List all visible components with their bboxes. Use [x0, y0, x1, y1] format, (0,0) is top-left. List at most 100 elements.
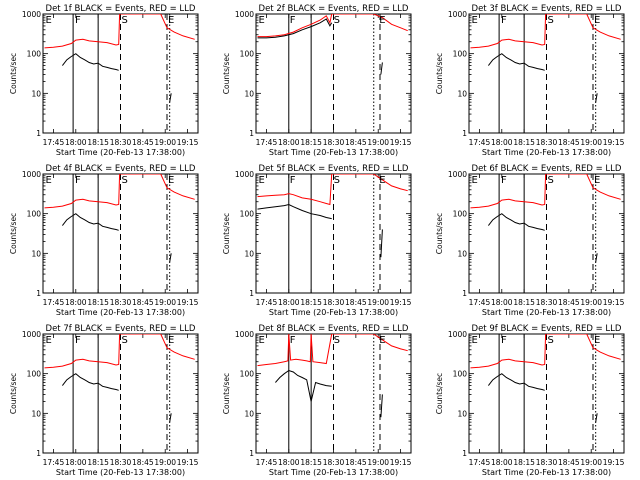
panel-title: Det 6f BLACK = Events, RED = LLD [472, 164, 622, 174]
lld-series-line [44, 14, 195, 49]
y-axis-title: Counts/sec [222, 373, 231, 414]
panel-title: Det 4f BLACK = Events, RED = LLD [46, 164, 196, 174]
x-tick-label: 18:30 [536, 458, 558, 467]
x-tick-label: 18:15 [300, 298, 322, 307]
interval-letter: E [258, 175, 264, 186]
y-tick-label: 1 [249, 449, 254, 458]
lld-series-line [257, 14, 408, 38]
y-axis-title: Counts/sec [435, 213, 444, 254]
interval-letter: F [501, 15, 507, 26]
x-tick-label: 18:30 [110, 458, 132, 467]
x-axis-title: Start Time (20-Feb-13 17:38:00) [269, 308, 398, 317]
y-tick-label: 10 [31, 249, 41, 258]
x-tick-label: 18:45 [558, 298, 580, 307]
x-tick-label: 18:15 [513, 298, 535, 307]
interval-letter: E [471, 15, 477, 26]
interval-letter: E [379, 175, 385, 186]
lld-series-line [470, 334, 621, 369]
y-tick-label: 100 [240, 50, 255, 59]
x-axis-title: Start Time (20-Feb-13 17:38:00) [482, 308, 611, 317]
y-tick-label: 100 [27, 210, 42, 219]
x-tick-label: 18:15 [300, 138, 322, 147]
y-tick-label: 10 [244, 249, 254, 258]
y-tick-label: 1 [36, 289, 41, 298]
events-series-line [275, 369, 332, 402]
interval-letter: F [501, 175, 507, 186]
chart-panel-4: Det 4f BLACK = Events, RED = LLD 1 10 100 10… [9, 164, 199, 317]
panel-title: Det 2f BLACK = Events, RED = LLD [259, 4, 409, 14]
x-tick-label: 18:15 [513, 458, 535, 467]
interval-letter: E [471, 335, 477, 346]
y-tick-label: 10 [457, 89, 467, 98]
interval-letter: S [334, 335, 340, 346]
y-tick-label: 1 [249, 289, 254, 298]
interval-letter: F [290, 335, 296, 346]
y-tick-label: 1000 [22, 170, 41, 179]
interval-letter: E [168, 335, 174, 346]
chart-panel-6: Det 6f BLACK = Events, RED = LLD 1 10 100 10… [435, 164, 625, 317]
y-tick-label: 1000 [22, 10, 41, 19]
interval-letter: S [334, 175, 340, 186]
x-tick-label: 19:15 [390, 298, 412, 307]
x-tick-label: 19:15 [390, 138, 412, 147]
x-tick-label: 18:30 [110, 298, 132, 307]
y-tick-label: 100 [453, 370, 468, 379]
y-tick-label: 10 [244, 89, 254, 98]
lld-series-line [470, 14, 621, 49]
lld-series-line [44, 334, 195, 369]
x-tick-label: 19:00 [580, 298, 602, 307]
x-tick-label: 18:30 [110, 138, 132, 147]
x-tick-label: 19:00 [154, 298, 176, 307]
x-tick-label: 17:45 [469, 138, 491, 147]
x-tick-label: 18:45 [132, 138, 154, 147]
interval-letter: S [548, 15, 554, 26]
chart-panel-3: Det 3f BLACK = Events, RED = LLD 1 10 100 10… [435, 4, 625, 157]
x-tick-label: 17:45 [469, 458, 491, 467]
events-spike [169, 413, 172, 423]
lld-series-line [257, 334, 408, 367]
x-tick-label: 18:00 [491, 458, 513, 467]
events-spike [595, 93, 598, 103]
lld-series-line [257, 174, 408, 206]
x-tick-label: 17:45 [43, 458, 65, 467]
y-tick-label: 100 [240, 370, 255, 379]
x-tick-label: 19:15 [177, 458, 199, 467]
panel-title: Det 1f BLACK = Events, RED = LLD [46, 4, 196, 14]
x-tick-label: 18:00 [278, 138, 300, 147]
chart-panel-5: Det 5f BLACK = Events, RED = LLD 1 10 100 10… [222, 164, 412, 317]
lld-series-line [44, 174, 195, 209]
y-tick-label: 1 [462, 449, 467, 458]
y-axis-title: Counts/sec [435, 53, 444, 94]
x-tick-label: 18:00 [65, 458, 87, 467]
x-tick-label: 18:30 [323, 458, 345, 467]
chart-panel-7: Det 7f BLACK = Events, RED = LLD 1 10 100 10… [9, 324, 199, 477]
interval-letter: S [548, 335, 554, 346]
x-tick-label: 18:45 [132, 298, 154, 307]
events-series-line [62, 53, 119, 71]
events-series-line [488, 373, 545, 391]
interval-letter: F [290, 175, 296, 186]
interval-letter: S [122, 335, 128, 346]
y-axis-title: Counts/sec [9, 53, 18, 94]
interval-letter: E [258, 335, 264, 346]
y-axis-title: Counts/sec [222, 213, 231, 254]
y-tick-label: 100 [453, 210, 468, 219]
interval-letter: S [122, 15, 128, 26]
interval-letter: E [594, 15, 600, 26]
y-axis-title: Counts/sec [9, 373, 18, 414]
y-tick-label: 1000 [235, 10, 254, 19]
interval-letter: E [379, 15, 385, 26]
interval-letter: E [594, 175, 600, 186]
interval-letter: E [45, 175, 51, 186]
x-tick-label: 19:00 [367, 458, 389, 467]
x-axis-title: Start Time (20-Feb-13 17:38:00) [56, 468, 185, 477]
x-tick-label: 17:45 [43, 298, 65, 307]
panel-title: Det 5f BLACK = Events, RED = LLD [259, 164, 409, 174]
x-tick-label: 17:45 [256, 458, 278, 467]
x-axis-title: Start Time (20-Feb-13 17:38:00) [269, 468, 398, 477]
x-tick-label: 17:45 [469, 298, 491, 307]
